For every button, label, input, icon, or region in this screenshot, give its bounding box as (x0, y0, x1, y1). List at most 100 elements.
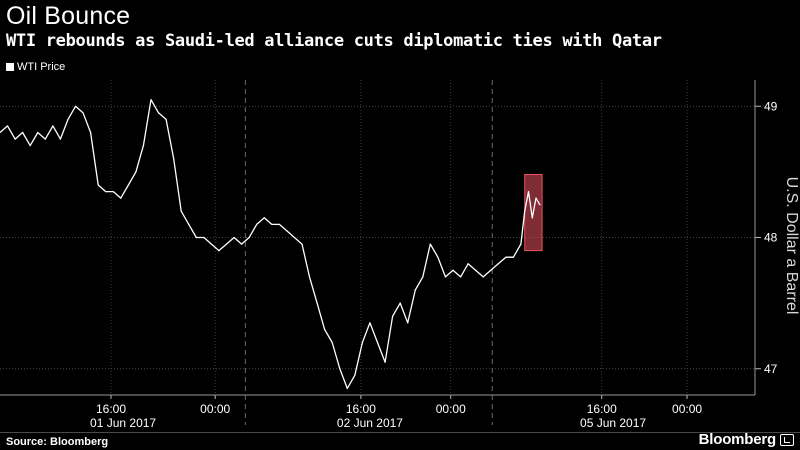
data-point (82, 112, 84, 114)
legend-label: WTI Price (17, 61, 66, 73)
data-point (150, 99, 152, 101)
data-point (308, 276, 311, 278)
data-point (354, 374, 356, 376)
data-point (452, 269, 454, 271)
data-point (467, 263, 469, 265)
data-point (248, 236, 250, 239)
data-point (535, 197, 537, 199)
x-tick-label: 16:00 (587, 402, 617, 416)
data-point (539, 204, 541, 206)
x-date-label: 02 Jun 2017 (337, 416, 403, 430)
data-point (218, 250, 220, 252)
data-point (233, 236, 235, 239)
data-point (524, 210, 526, 212)
data-point (165, 118, 167, 120)
chart-title: Oil Bounce (6, 2, 131, 30)
data-point (225, 243, 228, 245)
data-point (512, 256, 515, 258)
data-point (520, 243, 522, 245)
data-point (475, 269, 477, 271)
x-tick-label: 16:00 (96, 402, 126, 416)
x-tick-label: 16:00 (346, 402, 376, 416)
data-point (331, 341, 333, 344)
footer-divider (0, 432, 800, 433)
data-point (399, 302, 401, 304)
data-point (173, 158, 175, 160)
source-note: Source: Bloomberg (6, 436, 109, 448)
data-point (157, 112, 160, 114)
brand-logo: Bloomberg (698, 431, 777, 448)
data-point (316, 302, 318, 304)
data-point (180, 210, 182, 212)
data-point (120, 197, 122, 199)
data-point (531, 217, 533, 219)
data-point (505, 256, 507, 258)
data-point (105, 190, 107, 193)
data-point (37, 131, 39, 134)
data-point (437, 256, 439, 258)
data-point (293, 236, 296, 239)
data-point (392, 315, 394, 317)
data-point (361, 341, 363, 344)
data-point (278, 223, 280, 225)
axis-layer: 47 48 49 16:00 00:00 16:00 00:00 16:00 00:00 01 J… (0, 80, 778, 430)
data-point (414, 289, 416, 291)
data-point (444, 276, 447, 278)
data-point (286, 230, 288, 232)
data-point (301, 243, 303, 245)
data-point (59, 138, 62, 140)
x-tick-label: 00:00 (672, 402, 702, 416)
legend-swatch (6, 63, 14, 71)
data-point (14, 138, 16, 140)
data-point (376, 341, 379, 344)
data-point (482, 276, 484, 278)
data-point (527, 190, 530, 193)
data-point (210, 243, 212, 245)
data-point (263, 217, 265, 219)
y-tick-label: 48 (764, 231, 778, 245)
x-date-label: 01 Jun 2017 (90, 416, 156, 430)
data-point (29, 145, 31, 147)
data-point (346, 387, 348, 390)
grid-layer (0, 80, 755, 425)
data-point (271, 223, 273, 225)
data-point (490, 269, 492, 271)
data-point (422, 276, 424, 278)
series-line (0, 99, 541, 390)
data-point (324, 328, 326, 330)
data-point (112, 190, 114, 193)
y-axis-label: U.S. Dollar a Barrel (783, 177, 800, 315)
data-point (256, 223, 258, 225)
data-point (90, 131, 92, 134)
data-point (97, 184, 99, 186)
data-point (339, 368, 341, 370)
data-point (142, 145, 145, 147)
data-point (203, 236, 205, 239)
y-tick-label: 49 (764, 99, 778, 113)
data-point (188, 223, 190, 225)
data-point (0, 131, 1, 134)
data-point (44, 138, 46, 140)
y-tick-label: 47 (764, 362, 778, 376)
data-point (127, 184, 129, 186)
legend: WTI Price (6, 61, 65, 73)
data-point (195, 236, 197, 239)
chart-subtitle: WTI rebounds as Saudi-led alliance cuts … (6, 31, 662, 51)
x-tick-label: 00:00 (200, 402, 230, 416)
data-point (74, 105, 77, 107)
x-date-label: 05 Jun 2017 (580, 416, 646, 430)
data-point (407, 322, 409, 324)
data-point (135, 171, 137, 173)
data-point (384, 361, 386, 363)
data-point (497, 263, 499, 265)
chart-icon (780, 434, 794, 446)
data-point (241, 243, 243, 245)
x-tick-label: 00:00 (436, 402, 466, 416)
data-point (22, 131, 24, 134)
data-point (429, 243, 431, 245)
data-point (6, 125, 9, 127)
data-point (52, 125, 54, 127)
series-layer (0, 99, 541, 390)
data-point (67, 118, 69, 120)
